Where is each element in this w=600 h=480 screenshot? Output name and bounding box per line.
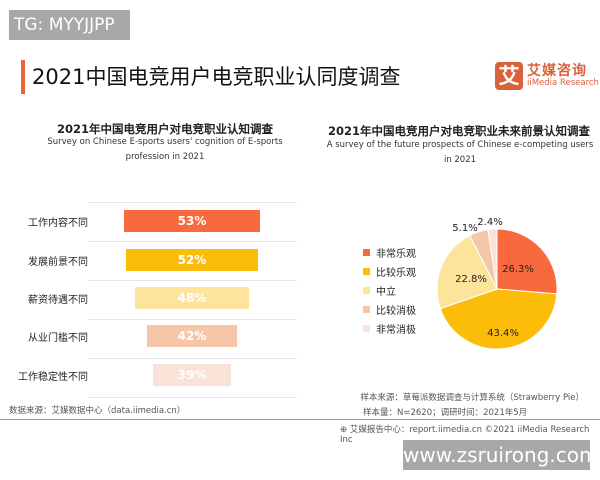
footer-divider — [0, 419, 600, 420]
copyright: ⊕ 艾媒报告中心：report.iimedia.cn ©2021 iiMedia… — [340, 423, 600, 445]
pie-slice — [496, 228, 558, 295]
legend-swatch — [363, 325, 370, 332]
sample-source: 样本来源：草莓派数据调查与计算系统（Strawberry Pie） — [360, 393, 584, 403]
legend-swatch — [363, 268, 370, 275]
bar-label: 工作稳定性不同 — [18, 372, 88, 383]
legend-label: 非常消极 — [376, 325, 416, 336]
gridline — [88, 241, 297, 242]
bar: 39% — [153, 364, 231, 386]
bar: 42% — [146, 325, 238, 347]
pie-label: 2.4% — [477, 217, 502, 228]
pie-slice — [436, 234, 498, 310]
pie-chart-subtitle: A survey of the future prospects of Chin… — [326, 140, 594, 165]
bar: 52% — [126, 249, 258, 271]
watermark-top: TG: MYYJJPP — [9, 10, 130, 40]
pie-slice — [439, 288, 558, 350]
logo-icon: 艾 — [495, 62, 523, 90]
logo-subtext: iiMedia Research — [527, 78, 599, 88]
gridline — [88, 358, 297, 359]
page-title: 2021中国电竞用户电竞职业认同度调查 — [32, 65, 401, 89]
sample-size: 样本量：N=2620；调研时间：2021年5月 — [363, 408, 528, 418]
legend-swatch — [363, 249, 370, 256]
legend-item: 比较消极 — [363, 302, 416, 317]
bar-label: 薪资待遇不同 — [28, 295, 88, 306]
watermark-bottom: www.zsruirong.com — [403, 440, 598, 470]
legend-label: 比较消极 — [376, 306, 416, 317]
legend-item: 非常消极 — [363, 321, 416, 336]
pie-slice — [487, 228, 498, 290]
bar: 48% — [134, 287, 250, 309]
bar-label: 工作内容不同 — [28, 218, 88, 229]
pie-label: 5.1% — [452, 223, 477, 234]
bar-label: 发展前景不同 — [28, 257, 88, 268]
pie-label: 43.4% — [487, 328, 519, 339]
legend-item: 比较乐观 — [363, 264, 416, 279]
legend-swatch — [363, 287, 370, 294]
gridline — [88, 397, 297, 398]
gridline — [88, 202, 297, 203]
copyright-text: 艾媒报告中心：report.iimedia.cn ©2021 iiMedia R… — [340, 425, 590, 445]
legend-item: 非常乐观 — [363, 245, 416, 260]
bar-chart-subtitle: Survey on Chinese E-sports users' cognit… — [47, 137, 283, 162]
bar-chart-title: 2021年中国电竞用户对电竞职业认知调查 — [56, 122, 273, 136]
legend-label: 比较乐观 — [376, 268, 416, 279]
data-source: 数据来源：艾媒数据中心（data.iimedia.cn） — [9, 406, 186, 416]
pie-chart-title: 2021年中国电竞用户对电竞职业未来前景认知调查 — [327, 124, 590, 138]
legend-label: 非常乐观 — [376, 249, 416, 260]
pie-label: 26.3% — [502, 264, 534, 275]
legend-swatch — [363, 306, 370, 313]
bar: 53% — [124, 210, 260, 232]
legend-item: 中立 — [363, 283, 396, 298]
legend-label: 中立 — [376, 287, 396, 298]
pie-label: 22.8% — [455, 274, 487, 285]
bar-label: 从业门槛不同 — [28, 333, 88, 344]
title-accent-bar — [21, 60, 25, 94]
gridline — [88, 280, 297, 281]
logo-text: 艾媒咨询 — [527, 63, 587, 79]
globe-icon: ⊕ — [340, 425, 350, 435]
gridline — [88, 319, 297, 320]
